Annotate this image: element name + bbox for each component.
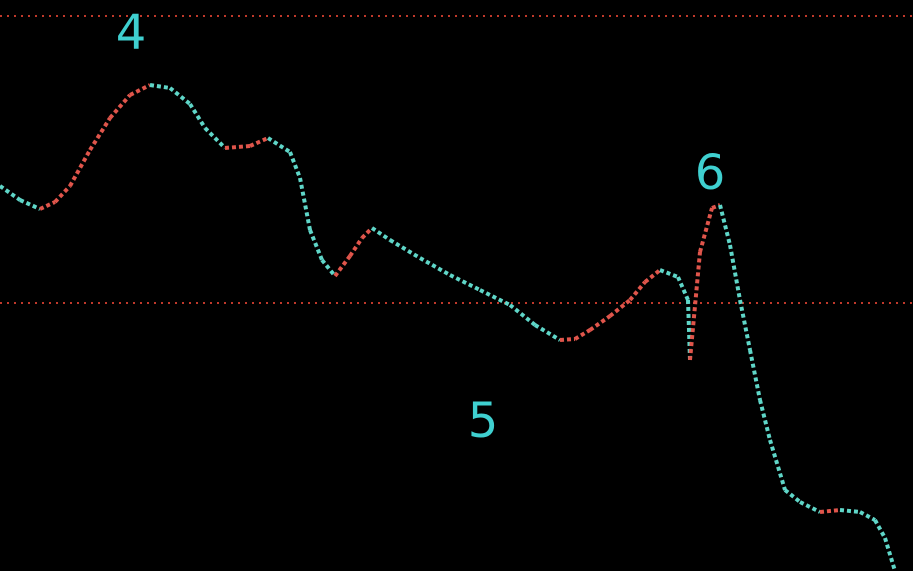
price-segment <box>643 268 662 284</box>
price-segment <box>559 337 576 342</box>
price-segment <box>0 184 22 202</box>
price-segment <box>738 299 752 351</box>
price-segment <box>370 226 392 242</box>
price-segment <box>298 177 312 231</box>
wave-labels: 4 5 6 <box>116 5 726 449</box>
price-segment <box>479 288 511 307</box>
price-segment <box>783 488 802 504</box>
price-segment <box>659 268 679 279</box>
price-segment <box>608 298 632 318</box>
price-segment <box>68 149 92 187</box>
price-segment <box>224 144 251 150</box>
price-segment <box>203 126 227 150</box>
price-segment <box>388 238 422 260</box>
price-segment <box>288 151 302 179</box>
price-segment <box>533 323 562 342</box>
price-segment <box>859 510 876 522</box>
price-segment <box>419 256 451 277</box>
price-segment <box>799 500 821 514</box>
price-segment <box>188 102 207 130</box>
price-segment <box>149 83 171 90</box>
price-segment <box>573 328 592 341</box>
price-segment <box>508 303 537 327</box>
price-segment <box>748 349 762 401</box>
wave-label-6: 6 <box>695 145 726 201</box>
price-segment <box>688 251 702 361</box>
price-segment <box>333 254 352 278</box>
price-segment <box>320 258 337 278</box>
price-segment <box>129 83 151 97</box>
price-segment <box>348 236 364 258</box>
price-segment <box>873 519 887 539</box>
price-segment <box>266 136 292 154</box>
price-segment <box>698 207 714 253</box>
price-segment <box>39 200 56 211</box>
price-segment <box>88 116 112 152</box>
price-segment <box>819 508 841 514</box>
price-segment <box>360 226 374 240</box>
price-segment <box>839 508 861 514</box>
price-segment <box>168 86 192 106</box>
price-segment <box>718 204 732 246</box>
reference-lines <box>0 15 913 304</box>
price-segment <box>628 280 647 302</box>
price-segment <box>108 93 132 120</box>
price-segment <box>758 399 772 441</box>
price-segment <box>768 439 787 491</box>
price-segment <box>308 229 324 261</box>
price-segment <box>676 276 690 301</box>
price-segment <box>588 314 612 332</box>
price-segment <box>883 537 897 571</box>
price-line <box>0 83 897 571</box>
wave-label-4: 4 <box>116 5 147 61</box>
wave-label-5: 5 <box>468 393 499 449</box>
price-segment <box>53 184 72 204</box>
price-segment <box>449 273 481 292</box>
price-segment <box>249 136 269 148</box>
price-segment <box>728 244 742 301</box>
price-segment <box>19 198 41 211</box>
